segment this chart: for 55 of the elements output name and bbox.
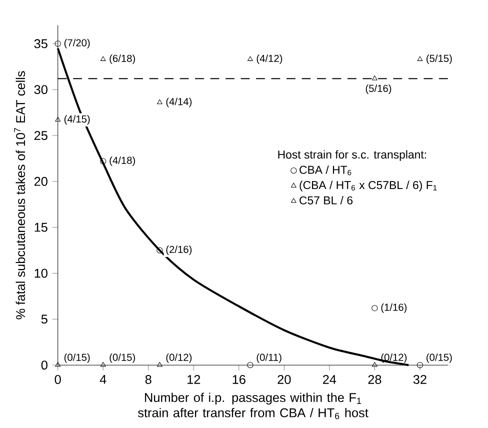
y-tick-label: 10 xyxy=(34,268,48,278)
annotation: (5/16) xyxy=(366,84,392,94)
point xyxy=(157,99,162,104)
point xyxy=(372,75,378,80)
x-tick-label: 8 xyxy=(145,374,152,384)
annotation: (4/15) xyxy=(64,114,90,124)
y-tick-label: 5 xyxy=(41,314,48,324)
annotation: (0/15) xyxy=(64,353,90,363)
point xyxy=(248,56,253,61)
legend-label: (CBA / HT$_{6}$ x C57BL / 6) F$_{1}$ xyxy=(300,180,437,192)
annotation: (0/15) xyxy=(110,353,135,363)
x-tick-label: 24 xyxy=(322,374,336,384)
point xyxy=(100,158,106,164)
point xyxy=(100,362,106,367)
y-tick-label: 30 xyxy=(34,84,48,94)
point xyxy=(55,116,61,122)
y-axis-title: % fatal subcutaneous takes of 10$^{7}$ EAT cells xyxy=(14,71,26,320)
x-tick-label: 4 xyxy=(100,374,106,384)
y-tick-label: 20 xyxy=(34,176,48,186)
point xyxy=(417,56,423,61)
point xyxy=(416,362,423,368)
annotation: (2/16) xyxy=(166,245,192,255)
x-tick-label: 0 xyxy=(54,374,61,384)
y-tick-label: 35 xyxy=(34,39,48,48)
annotation: (1/16) xyxy=(381,303,407,313)
annotation: (0/15) xyxy=(426,353,452,363)
point xyxy=(54,40,61,47)
text: Number of i.p. passages within the F$_{1}$ strain after transfer from CBA / HT$_{6}$ host xyxy=(138,392,368,419)
x-tick-label: 32 xyxy=(413,374,426,384)
y-tick-label: 15 xyxy=(34,222,48,232)
point xyxy=(372,304,378,312)
annotation: (4/14) xyxy=(166,98,192,108)
legend-title: Host strain for s.c. transplant: xyxy=(278,150,426,161)
annotation: (5/15) xyxy=(426,54,452,64)
x-tick-label: 20 xyxy=(278,374,291,384)
y-tick-label: 0 xyxy=(41,360,48,370)
annotation: (4/18) xyxy=(110,156,135,166)
legend-label: C57 BL / 6 xyxy=(300,196,353,204)
annotation: (0/12) xyxy=(166,353,192,363)
point xyxy=(156,247,163,254)
point xyxy=(157,362,162,367)
point xyxy=(100,56,106,61)
point xyxy=(372,362,378,367)
annotation: (6/18) xyxy=(110,54,135,64)
annotation: (7/20) xyxy=(64,38,90,48)
x-tick-label: 12 xyxy=(188,374,200,384)
annotation: (0/11) xyxy=(256,353,282,363)
point xyxy=(247,362,254,368)
annotation: (4/12) xyxy=(256,54,282,64)
legend-label: CBA / HT$_{6}$ xyxy=(300,165,352,176)
point xyxy=(55,362,61,367)
x-tick-label: 28 xyxy=(368,374,382,384)
x-tick-label: 16 xyxy=(232,374,246,384)
y-tick-label: 25 xyxy=(34,130,48,140)
annotation: (0/12) xyxy=(381,353,407,363)
